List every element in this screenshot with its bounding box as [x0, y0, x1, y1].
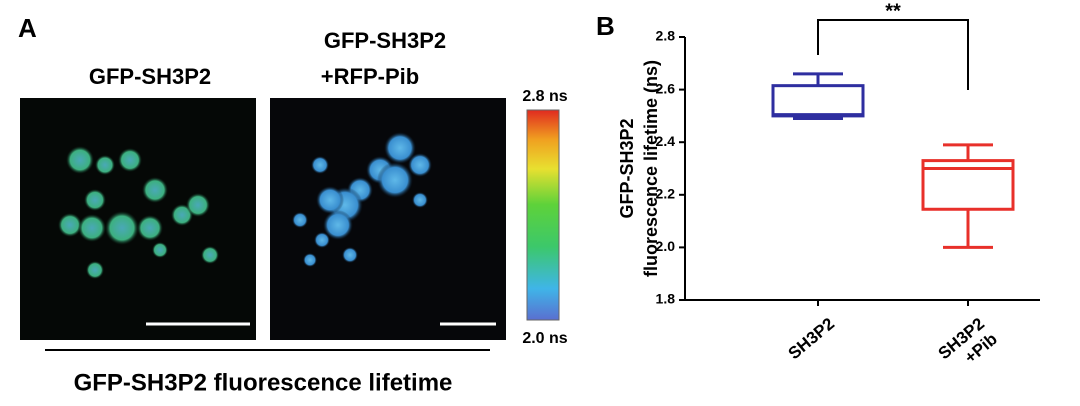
colorbar-label: 2.0 ns: [522, 330, 567, 347]
image-title: +RFP-Pib: [321, 64, 419, 89]
image-title: GFP-SH3P2: [89, 64, 211, 89]
y-axis-label: GFP-SH3P2: [617, 118, 637, 218]
caption: GFP-SH3P2 fluorescence lifetime: [74, 369, 453, 396]
cells: [292, 132, 432, 267]
y-tick-label: 1.8: [656, 291, 676, 307]
y-tick-label: 2.8: [656, 28, 676, 44]
y-tick-label: 2.2: [656, 186, 676, 202]
box-chart: 1.8 2.0 2.2 2.4 2.6 2.8 GFP-SH3P2 fluorescence …: [617, 0, 1040, 307]
colorbar-label: 2.8 ns: [522, 88, 567, 105]
y-tick-label: 2.6: [656, 80, 676, 96]
panel-label: B: [596, 11, 615, 41]
y-tick-label: 2.4: [656, 133, 676, 149]
significance: **: [885, 0, 901, 22]
y-tick-label: 2.0: [656, 238, 676, 254]
micrograph: [20, 98, 256, 340]
box: [771, 84, 865, 118]
cells: [58, 146, 219, 279]
panel-label: A: [18, 13, 37, 43]
y-axis-label: fluorescence lifetime (ns): [641, 60, 661, 277]
significance-bracket: [817, 19, 969, 90]
colorbar: [526, 109, 560, 321]
image-title: GFP-SH3P2: [324, 28, 446, 53]
